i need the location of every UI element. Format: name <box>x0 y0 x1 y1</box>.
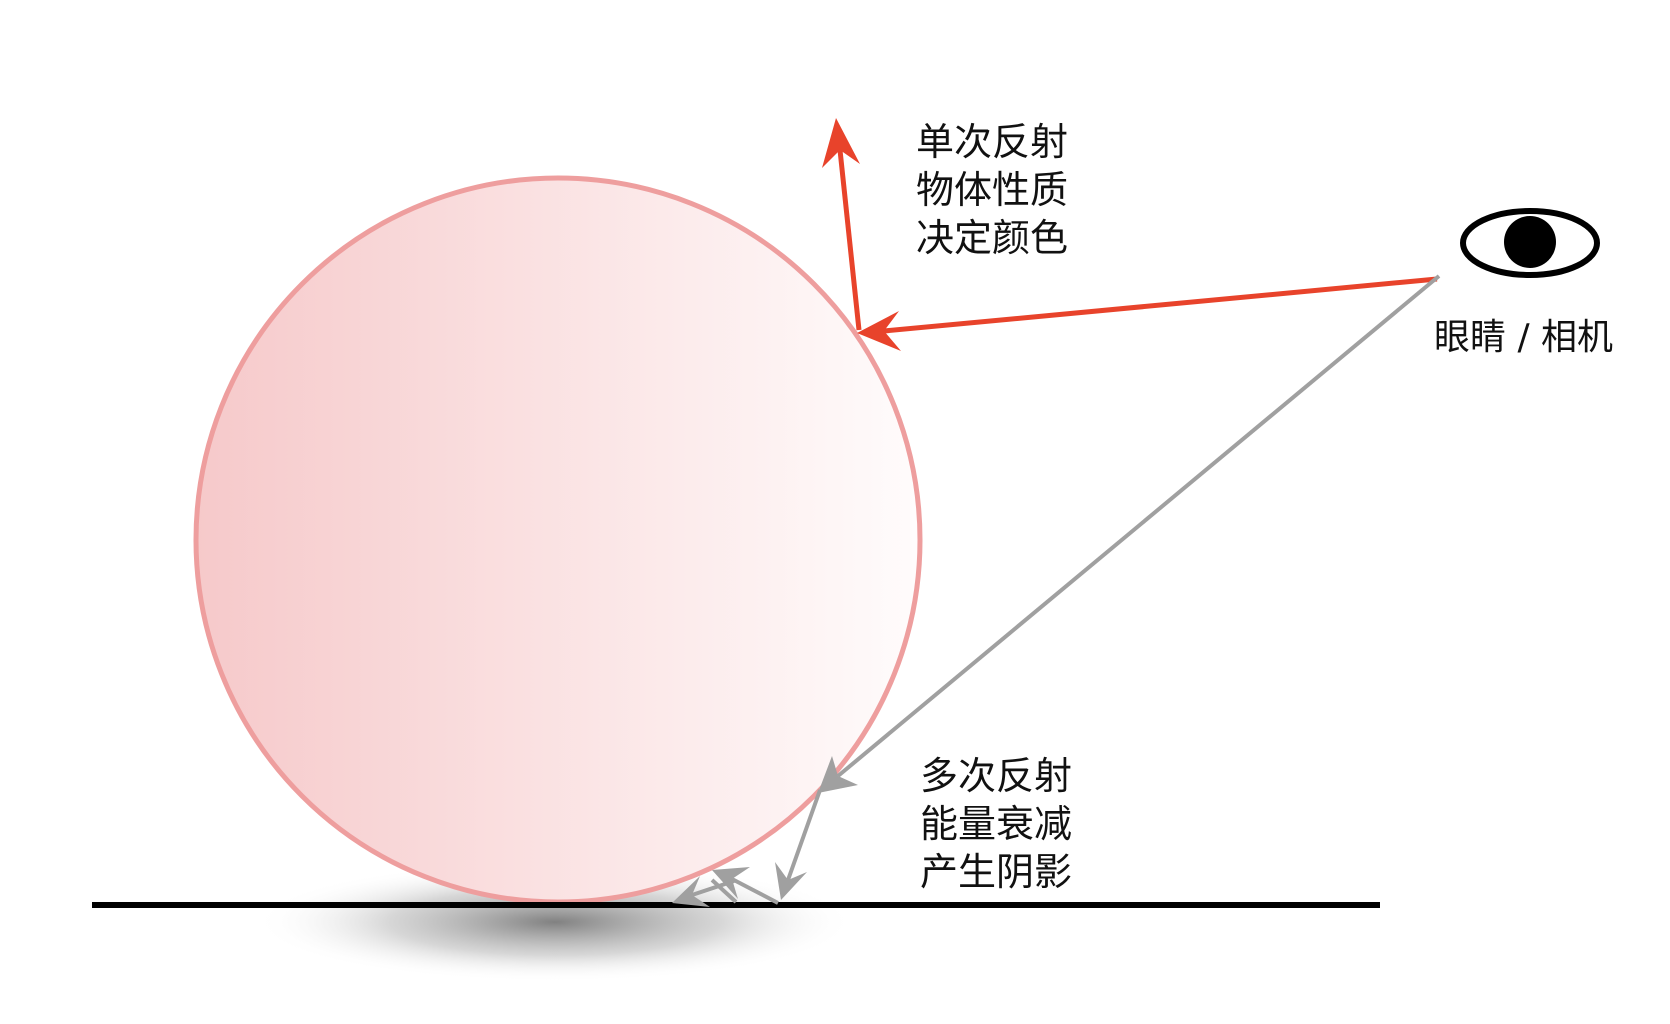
single-bounce-arrowhead <box>822 118 860 168</box>
single-bounce-line-1: 单次反射 <box>916 120 1069 164</box>
single-bounce-line-3: 决定颜色 <box>916 216 1069 260</box>
secondary-ray <box>818 274 1441 793</box>
single-bounce-line-2: 物体性质 <box>916 168 1069 212</box>
multi-bounce-line-1: 多次反射 <box>920 754 1073 798</box>
eye-icon <box>1460 208 1600 278</box>
multi-bounce-line-2: 能量衰减 <box>920 802 1073 846</box>
multi-bounce-label: 多次反射 能量衰减 产生阴影 <box>920 752 1072 896</box>
bounce-arrowhead-3 <box>672 876 710 907</box>
bounce-arrowhead-1 <box>775 862 807 900</box>
primary-ray-arrowhead <box>857 311 901 351</box>
single-bounce-label: 单次反射 物体性质 决定颜色 <box>916 118 1068 262</box>
eye-label: 眼睛 / 相机 <box>1434 317 1614 358</box>
multi-bounce-line-3: 产生阴影 <box>920 850 1073 894</box>
secondary-ray-arrowhead <box>818 756 858 793</box>
sphere <box>193 175 923 905</box>
primary-ray <box>857 276 1438 351</box>
multi-bounce-rays <box>672 789 822 907</box>
single-bounce-ray <box>822 118 862 331</box>
